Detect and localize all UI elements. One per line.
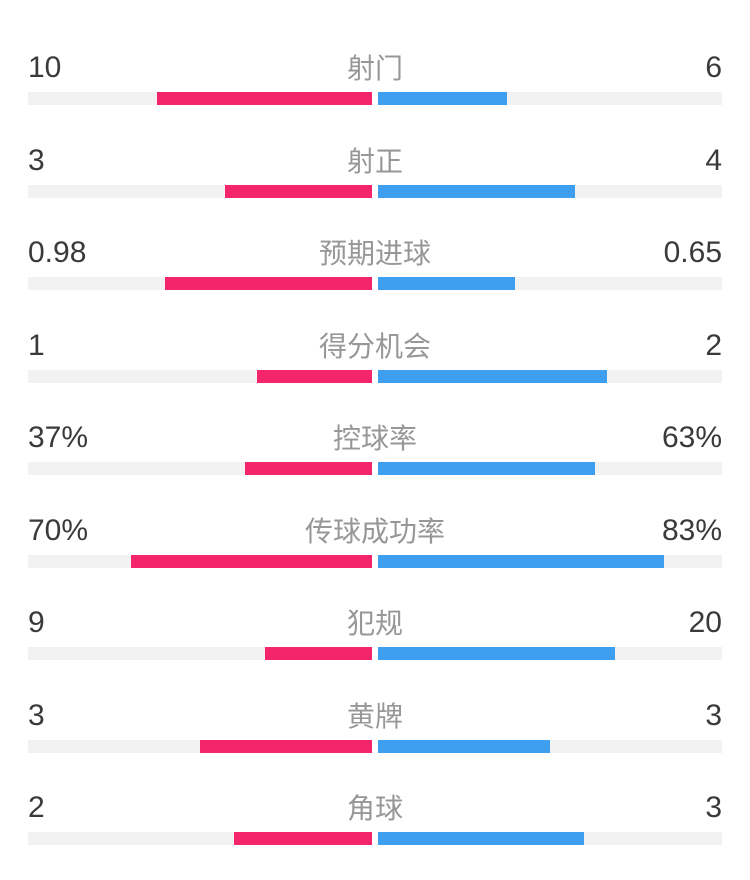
home-bar-track	[28, 277, 372, 290]
home-value: 70%	[28, 513, 89, 547]
stat-header: 2 角球 3	[28, 790, 722, 826]
home-bar-track	[28, 462, 372, 475]
home-bar-fill	[131, 554, 372, 568]
stat-label: 得分机会	[318, 330, 431, 362]
away-bar-fill	[378, 369, 608, 383]
away-bar-fill	[378, 832, 585, 845]
home-bar-fill	[265, 647, 372, 660]
away-value: 3	[705, 698, 722, 732]
stat-bars	[28, 369, 722, 383]
away-bar-track	[378, 277, 722, 290]
away-value: 63%	[661, 421, 722, 454]
away-bar-track	[378, 462, 722, 475]
stat-bars	[28, 647, 722, 660]
stat-header: 0.98 预期进球 0.65	[28, 235, 722, 271]
stat-bars	[28, 92, 722, 105]
home-bar-track	[28, 554, 372, 568]
home-value: 3	[28, 143, 45, 177]
home-bar-fill	[244, 462, 372, 475]
stat-header: 10 射门 6	[28, 50, 722, 86]
stat-label: 黄牌	[346, 700, 403, 732]
stat-header: 37% 控球率 63%	[28, 420, 722, 456]
stat-bars	[28, 554, 722, 568]
home-bar-fill	[157, 92, 372, 105]
home-bar-fill	[165, 277, 372, 290]
away-bar-track	[378, 184, 722, 198]
away-value: 83%	[661, 513, 722, 547]
stat-label: 射正	[346, 145, 403, 177]
home-bar-fill	[200, 739, 372, 753]
home-bar-track	[28, 647, 372, 660]
away-bar-track	[378, 739, 722, 753]
stat-label: 预期进球	[318, 238, 431, 269]
stat-bars	[28, 184, 722, 198]
stat-label: 射门	[346, 53, 403, 84]
home-bar-fill	[234, 832, 372, 845]
stat-bars	[28, 277, 722, 290]
stat-label: 犯规	[346, 608, 403, 639]
stat-header: 3 黄牌 3	[28, 698, 722, 734]
home-value: 10	[28, 51, 62, 84]
home-value: 9	[28, 606, 45, 639]
stat-bars	[28, 739, 722, 753]
home-value: 3	[28, 698, 45, 732]
away-value: 20	[688, 606, 722, 639]
stat-row: 2 角球 3	[28, 790, 722, 880]
stat-header: 3 射正 4	[28, 143, 722, 179]
home-value: 0.98	[28, 236, 87, 269]
away-bar-track	[378, 554, 722, 568]
stat-header: 9 犯规 20	[28, 605, 722, 641]
stat-row: 70% 传球成功率 83%	[28, 513, 722, 606]
away-bar-track	[378, 647, 722, 660]
home-value: 37%	[28, 421, 89, 454]
stat-header: 70% 传球成功率 83%	[28, 513, 722, 549]
stat-bars	[28, 462, 722, 475]
away-bar-fill	[378, 647, 616, 660]
home-bar-track	[28, 92, 372, 105]
stat-row: 10 射门 6	[28, 50, 722, 143]
away-value: 6	[705, 51, 722, 84]
home-bar-fill	[257, 369, 372, 383]
stat-label: 传球成功率	[304, 515, 445, 547]
stat-row: 3 黄牌 3	[28, 698, 722, 791]
stat-label: 控球率	[332, 423, 417, 454]
home-bar-track	[28, 832, 372, 845]
away-bar-fill	[378, 462, 595, 475]
stat-header: 1 得分机会 2	[28, 328, 722, 364]
stat-row: 9 犯规 20	[28, 605, 722, 698]
away-bar-track	[378, 832, 722, 845]
away-value: 3	[705, 791, 722, 824]
stat-label: 角球	[346, 793, 403, 824]
home-bar-track	[28, 184, 372, 198]
home-bar-track	[28, 739, 372, 753]
away-bar-track	[378, 92, 722, 105]
stat-row: 1 得分机会 2	[28, 328, 722, 421]
away-bar-fill	[378, 277, 516, 290]
away-bar-fill	[378, 554, 664, 568]
stat-row: 3 射正 4	[28, 143, 722, 236]
away-value: 0.65	[663, 236, 722, 269]
away-bar-fill	[378, 92, 507, 105]
stat-bars	[28, 832, 722, 845]
home-value: 1	[28, 328, 45, 362]
home-value: 2	[28, 791, 45, 824]
home-bar-fill	[224, 184, 372, 198]
away-bar-fill	[378, 184, 575, 198]
away-value: 4	[705, 143, 722, 177]
away-value: 2	[705, 328, 722, 362]
away-bar-fill	[378, 739, 550, 753]
stat-row: 0.98 预期进球 0.65	[28, 235, 722, 328]
stat-row: 37% 控球率 63%	[28, 420, 722, 513]
away-bar-track	[378, 369, 722, 383]
home-bar-track	[28, 369, 372, 383]
